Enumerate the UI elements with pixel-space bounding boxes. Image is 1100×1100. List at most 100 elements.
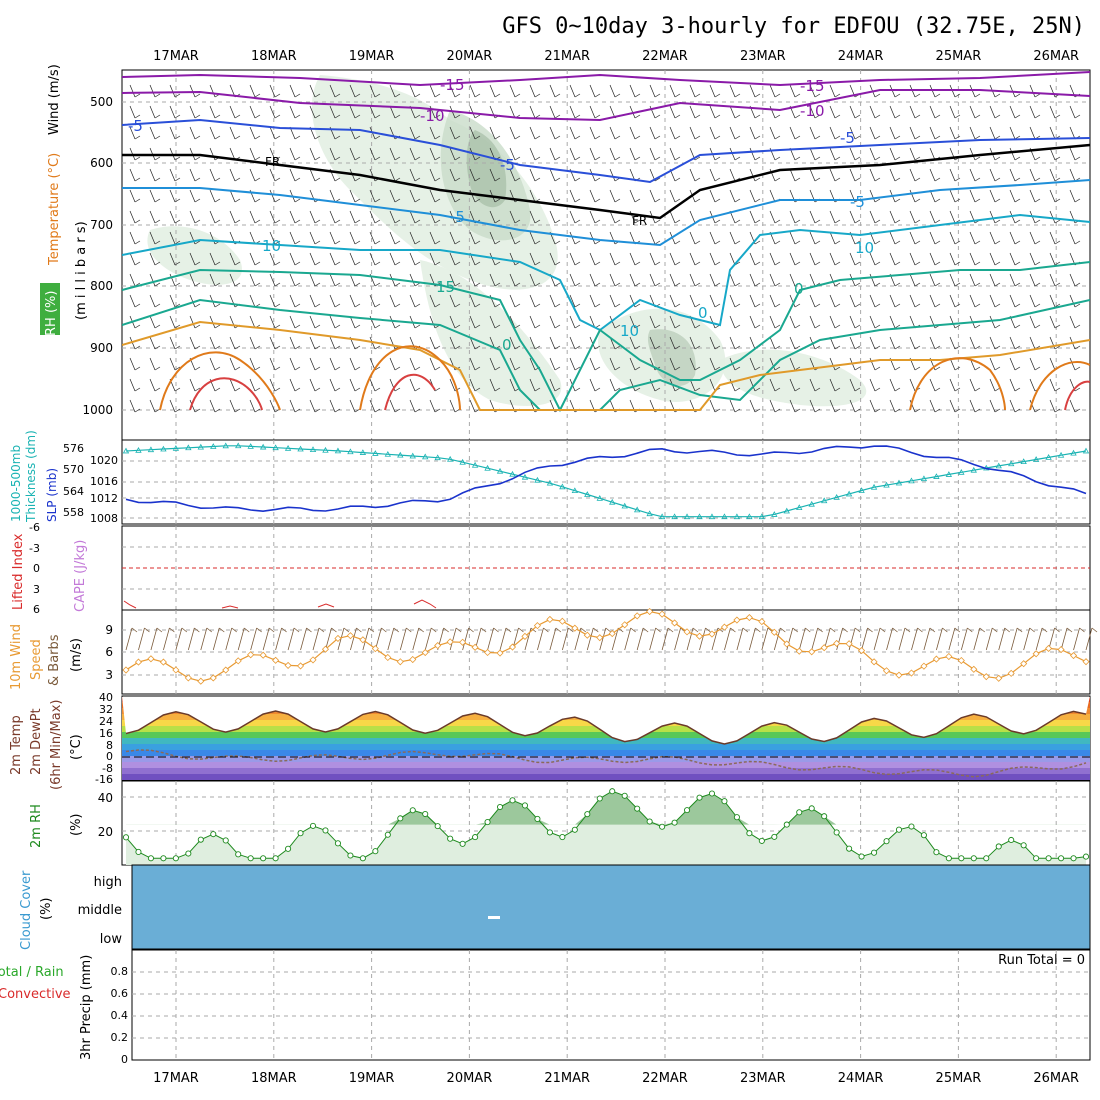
upper-barb-flag [1054,240,1061,245]
upper-barb [269,84,276,98]
upper-barb [829,378,836,392]
wind-barb-flag [667,627,674,633]
upper-barb [849,126,856,140]
rh-marker [571,826,578,833]
upper-barb-flag [1054,387,1061,392]
upper-barb-flag [694,177,701,182]
wind-marker [1007,669,1015,677]
upper-barb-flag [574,135,581,140]
upper-barb [349,378,356,392]
upper-barb [769,84,776,98]
upper-barb-flag [734,135,741,140]
upper-barb-flag [514,345,521,350]
upper-barb-flag [154,345,161,350]
rh-marker [621,792,628,799]
upper-barb [1069,357,1076,371]
rh-marker [235,851,242,858]
wind-barb-flag [954,627,961,633]
upper-barb [629,378,636,392]
upper-barb [809,126,816,140]
run-total: Run Total = 0 [998,953,1085,968]
upper-barb [509,273,516,287]
wind-barb [624,627,632,651]
thickness-marker [708,513,716,520]
wind-marker [858,647,866,655]
thickness-marker [945,471,953,477]
rh-marker [135,848,142,856]
upper-barb-flag [254,282,261,287]
upper-barb [189,105,196,119]
upper-barb [949,168,956,182]
chart-title: GFS 0~10day 3-hourly for EDFOU (32.75E, … [502,14,1085,39]
upper-barb-flag [794,282,801,287]
upper-barb [189,168,196,182]
wind-marker [608,630,616,638]
upper-barb-flag [774,114,781,119]
upper-barb-flag [594,345,601,350]
wind-marker [197,677,205,685]
upper-barb-flag [134,408,141,413]
upper-barb [1009,231,1016,245]
upper-barb-flag [1014,345,1021,350]
upper-barb [509,168,516,182]
upper-barb-flag [834,345,841,350]
upper-barb-flag [654,219,661,224]
upper-barb [369,210,376,224]
upper-barb-flag [334,135,341,140]
wind-barb-flag [1054,627,1060,633]
wind-marker [371,645,379,653]
upper-barb [709,357,716,371]
upper-barb-flag [254,135,261,140]
upper-barb [649,378,656,392]
rh-marker [1008,836,1015,844]
upper-barb [209,210,216,224]
wind-barb-flag [904,627,911,633]
upper-barb [789,231,796,245]
upper-barb-flag [854,282,861,287]
upper-barb-flag [574,282,581,287]
axis-label-dewpt: 2m DewPt [29,708,44,775]
thickness-marker [821,497,828,504]
upper-barb-flag [954,93,961,98]
upper-barb-flag [854,177,861,182]
upper-barb [129,378,136,392]
upper-barb [149,126,156,140]
wind-barb [985,627,993,651]
upper-barb-flag [254,198,261,203]
upper-barb [749,378,756,392]
upper-barb [829,126,836,140]
upper-barb-flag [274,93,281,98]
upper-barb [369,231,376,245]
upper-barb-flag [194,177,201,182]
upper-barb-flag [134,366,141,371]
upper-barb [509,315,516,329]
upper-barb [1049,336,1056,350]
upper-barb [609,147,616,161]
thickness-marker [459,458,466,465]
upper-barb-flag [894,324,901,329]
upper-barb-flag [294,198,301,203]
upper-barb [129,294,136,308]
thickness-marker [409,452,416,459]
upper-barb-flag [474,345,481,350]
upper-barb-flag [274,345,281,350]
upper-barb-flag [674,261,681,266]
upper-barb [609,315,616,329]
upper-barb-flag [874,408,881,413]
upper-barb-flag [534,219,541,224]
upper-barb [869,105,876,119]
upper-barb-flag [374,261,381,266]
upper-barb-flag [394,219,401,224]
upper-barb [389,147,396,161]
upper-barb-flag [934,93,941,98]
upper-barb-flag [1074,408,1081,413]
upper-barb-flag [754,387,761,392]
upper-barb-flag [714,408,721,413]
upper-barb [829,147,836,161]
thickness-marker [958,468,965,475]
upper-barb-flag [1054,219,1061,224]
wind-marker [658,610,666,618]
upper-barb-flag [994,282,1001,287]
upper-barb [829,168,836,182]
upper-barb-flag [474,303,481,308]
